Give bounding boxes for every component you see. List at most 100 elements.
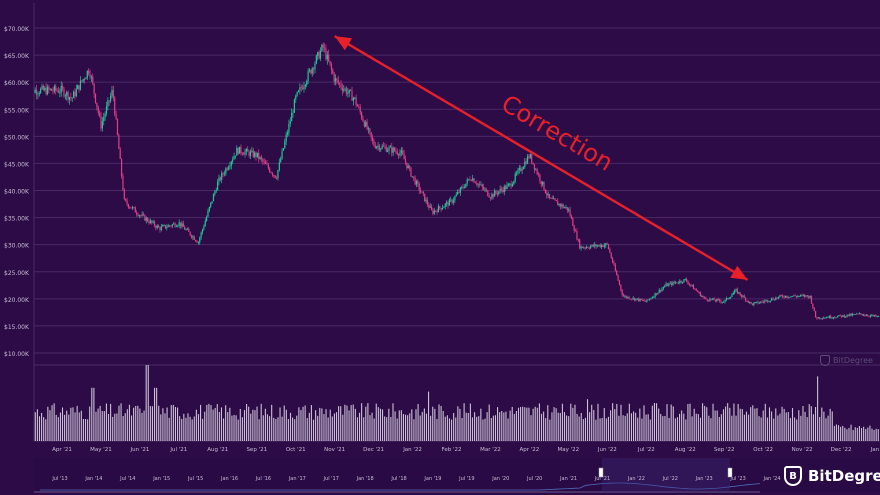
volume-bar: [183, 413, 185, 441]
candle-body: [118, 134, 120, 149]
candle-body: [177, 225, 179, 227]
candle-body: [831, 317, 833, 319]
candle-body: [64, 95, 66, 97]
volume-bar: [607, 416, 609, 441]
bitdegree-logo-icon: B: [784, 466, 802, 486]
candle-body: [824, 317, 826, 319]
volume-bar: [78, 412, 80, 441]
volume-bar: [775, 408, 777, 441]
volume-bar: [480, 408, 482, 441]
candle-body: [591, 244, 593, 247]
candle-body: [532, 162, 534, 165]
volume-bar: [683, 413, 685, 441]
volume-bar: [361, 403, 363, 441]
volume-bar: [101, 410, 103, 441]
candle-body: [596, 245, 599, 247]
volume-bar: [91, 387, 93, 441]
candle-body: [610, 252, 612, 259]
candle-body: [133, 207, 135, 208]
volume-bar: [536, 407, 538, 441]
candle-body: [174, 223, 176, 227]
candle-body: [531, 154, 533, 163]
candle-body: [683, 279, 685, 283]
volume-bar: [379, 408, 381, 441]
candle-body: [166, 227, 168, 229]
volume-bar: [589, 412, 591, 441]
candle-body: [579, 239, 581, 249]
candle-body: [554, 198, 556, 201]
volume-bar: [325, 409, 327, 441]
volume-bar: [191, 419, 193, 441]
candle-body: [86, 70, 88, 78]
candle-body: [802, 295, 804, 296]
candle-body: [230, 161, 232, 166]
candle-body: [426, 199, 429, 205]
candle-body: [684, 278, 686, 280]
volume-bar: [708, 415, 710, 441]
candle-body: [413, 176, 415, 178]
candle-body: [256, 152, 258, 157]
volume-bar: [292, 417, 294, 441]
volume-bar: [729, 407, 731, 441]
candle-body: [285, 134, 287, 142]
candle-body: [83, 79, 86, 80]
candle-body: [44, 87, 46, 90]
candle-body: [88, 70, 90, 74]
candle-body: [286, 132, 289, 135]
candle-body: [463, 187, 466, 189]
candle-body: [765, 300, 767, 301]
y-tick-label: $40.00K: [4, 189, 30, 196]
volume-bar: [534, 406, 536, 441]
candle-body: [178, 222, 180, 226]
volume-bar: [854, 427, 856, 441]
candle-body: [292, 112, 294, 114]
candle-body: [158, 225, 160, 228]
volume-bar: [346, 405, 348, 441]
volume-bar: [269, 416, 271, 441]
volume-bar: [306, 418, 308, 441]
volume-bar: [331, 416, 333, 441]
candle-body: [156, 225, 158, 228]
candle-body: [595, 244, 597, 247]
candle-body: [233, 156, 235, 160]
candle-body: [698, 292, 700, 293]
candle-body: [441, 207, 444, 210]
volume-bar: [302, 406, 304, 441]
candle-body: [223, 173, 226, 175]
candle-body: [299, 87, 301, 91]
candle-body: [281, 150, 283, 160]
candle-body: [712, 298, 714, 300]
candle-body: [374, 145, 376, 148]
candle-body: [74, 91, 76, 97]
candle-body: [835, 317, 837, 319]
candle-body: [417, 180, 419, 184]
volume-bar: [697, 414, 699, 441]
candle-body: [673, 281, 675, 283]
volume-bar: [505, 411, 507, 441]
candle-body: [838, 315, 840, 317]
volume-bar: [670, 404, 672, 441]
candle-body: [351, 90, 353, 101]
candle-body: [738, 292, 740, 294]
volume-bar: [873, 429, 875, 441]
candle-body: [267, 164, 269, 169]
navigator-tick-label: Jul '14: [119, 476, 135, 482]
volume-bar: [304, 405, 306, 441]
candle-body: [247, 149, 249, 152]
volume-bar: [461, 418, 463, 441]
candle-body: [655, 293, 658, 295]
candle-body: [396, 151, 398, 155]
x-tick-label: Jun '21: [129, 447, 149, 453]
volume-bar: [103, 411, 105, 441]
x-tick-label: Feb '22: [442, 447, 462, 453]
candle-body: [507, 184, 509, 185]
candle-body: [215, 190, 217, 192]
candle-body: [376, 146, 378, 148]
candle-body: [433, 210, 435, 214]
volume-bar: [771, 411, 773, 441]
volume-bar: [430, 415, 432, 441]
candle-body: [872, 314, 874, 317]
candle-body: [38, 93, 40, 94]
volume-bar: [294, 419, 296, 441]
volume-bar: [586, 399, 589, 441]
